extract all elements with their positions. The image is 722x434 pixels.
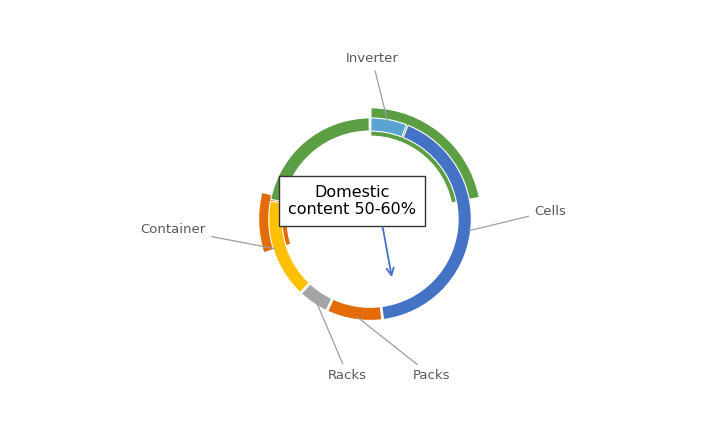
Text: Cells: Cells: [469, 204, 566, 231]
Wedge shape: [258, 192, 291, 253]
Wedge shape: [271, 118, 369, 202]
Text: Container: Container: [141, 223, 275, 249]
Wedge shape: [371, 118, 406, 137]
Text: Inverter: Inverter: [346, 52, 399, 121]
Wedge shape: [301, 284, 332, 310]
Wedge shape: [328, 299, 382, 320]
Text: Racks: Racks: [316, 302, 367, 382]
Text: Packs: Packs: [357, 317, 450, 382]
Text: Domestic
content 50-60%: Domestic content 50-60%: [288, 185, 416, 217]
Wedge shape: [371, 108, 479, 203]
Wedge shape: [382, 125, 471, 319]
Wedge shape: [269, 201, 309, 293]
